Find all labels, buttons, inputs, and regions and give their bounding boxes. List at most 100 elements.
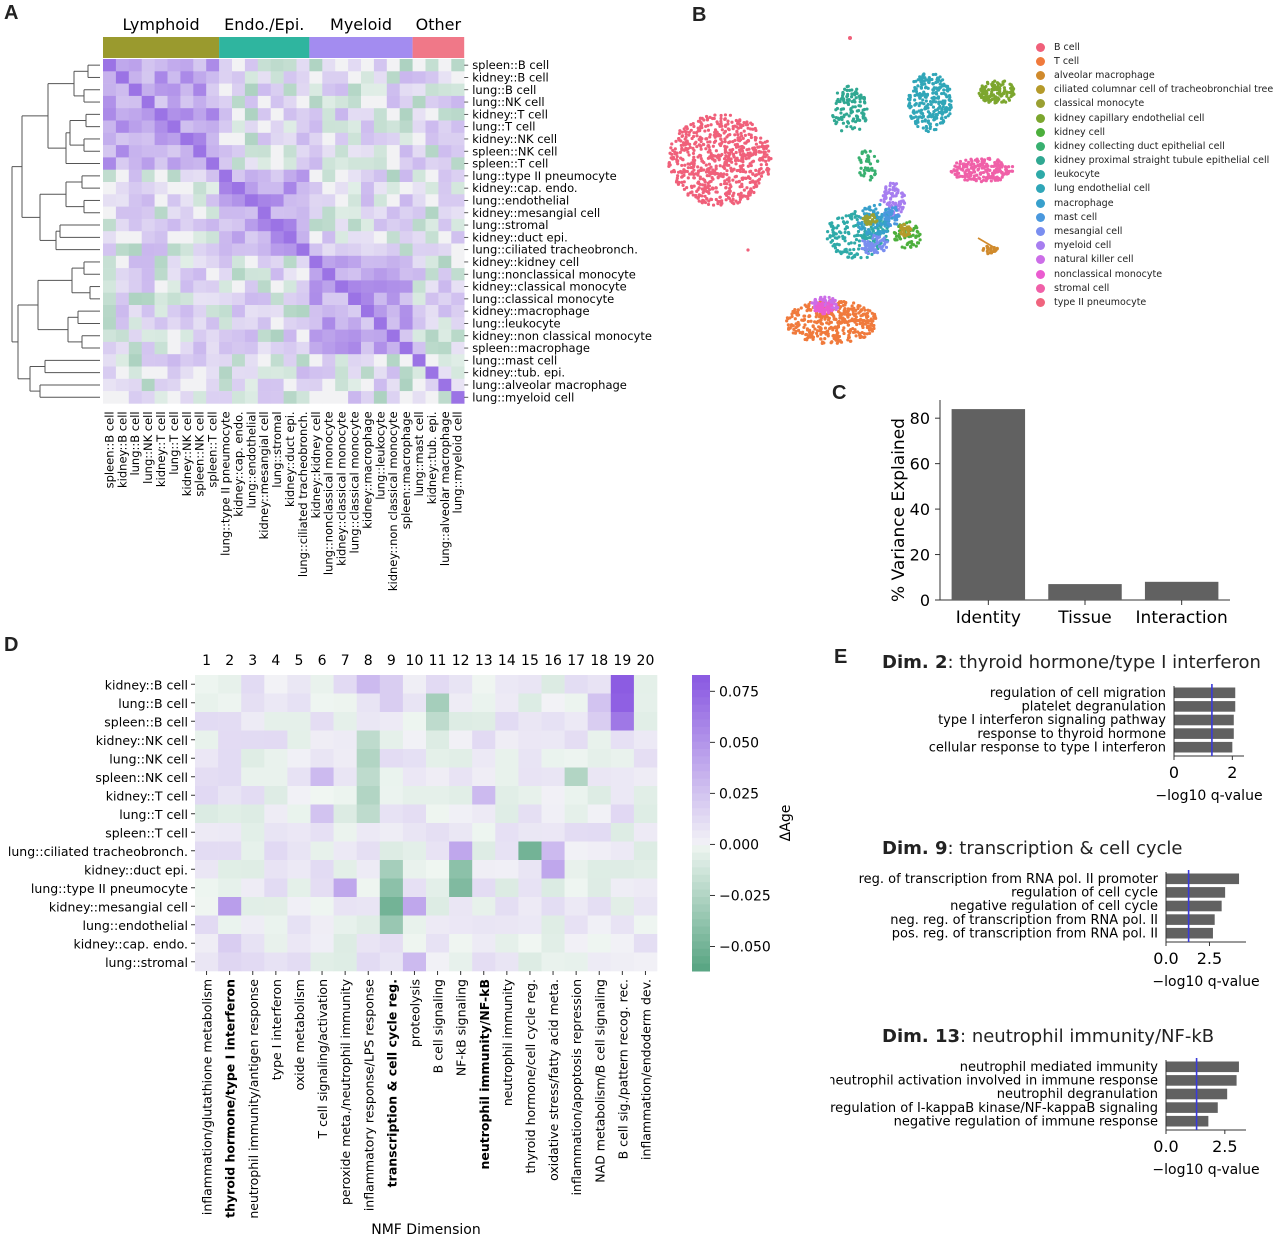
column-number: 11: [429, 653, 447, 669]
matrix-cell: [309, 378, 323, 392]
umap-point: [831, 328, 835, 332]
umap-point: [807, 314, 811, 318]
matrix-cell: [412, 169, 426, 183]
enrichment-title-text: : neutrophil immunity/NF-kB: [960, 1026, 1215, 1047]
heatmap-cell: [195, 878, 219, 898]
matrix-cell: [309, 59, 323, 72]
matrix-cell: [438, 71, 452, 84]
umap-point: [965, 178, 969, 182]
umap-point: [863, 171, 867, 176]
heatmap-cell: [333, 860, 357, 879]
umap-point: [842, 101, 847, 105]
matrix-cell: [361, 329, 375, 343]
matrix-cell: [335, 95, 349, 109]
matrix-cell: [386, 255, 400, 269]
matrix-cell: [232, 378, 246, 392]
row-label: lung::stromal: [105, 955, 188, 970]
umap-point: [863, 239, 867, 244]
umap-point: [961, 174, 965, 179]
umap-point: [980, 157, 984, 161]
matrix-cell: [425, 132, 439, 146]
heatmap-cell: [587, 749, 612, 768]
heatmap-cell: [379, 675, 404, 694]
enrichment-term: reg. of transcription from RNA pol. II p…: [859, 872, 1159, 887]
umap-point: [835, 99, 839, 103]
matrix-cell: [373, 292, 388, 306]
umap-point: [861, 322, 865, 327]
umap-point: [888, 184, 892, 188]
colorbar-segment: [692, 948, 710, 957]
matrix-cell: [167, 59, 181, 72]
matrix-cell: [451, 305, 465, 318]
umap-point: [866, 244, 870, 248]
enrichment-title-dim: Dim. 13: [882, 1026, 961, 1047]
heatmap-cell: [241, 675, 265, 694]
heatmap-cell: [264, 675, 288, 694]
umap-point: [940, 116, 944, 120]
matrix-cell: [399, 120, 413, 134]
matrix-cell: [154, 329, 168, 343]
umap-point: [975, 160, 980, 164]
heatmap-cell: [333, 804, 357, 824]
matrix-cell: [103, 378, 117, 392]
umap-point: [1004, 100, 1008, 104]
umap-point: [801, 330, 805, 334]
umap-point: [803, 303, 807, 307]
heatmap-cell: [633, 712, 658, 731]
col-label: spleen::T cell: [206, 411, 220, 487]
umap-point: [936, 95, 941, 99]
umap-point: [691, 193, 695, 197]
matrix-cell: [115, 378, 130, 392]
umap-point: [920, 119, 924, 123]
umap-point: [1005, 92, 1009, 96]
umap-point: [748, 170, 752, 174]
heatmap-cell: [449, 952, 473, 972]
matrix-cell: [180, 280, 194, 293]
matrix-cell: [128, 391, 142, 404]
matrix-cell: [219, 95, 233, 109]
matrix-cell: [373, 305, 388, 318]
umap-cluster: [899, 222, 913, 238]
row-label: lung::leukocyte: [472, 316, 560, 330]
matrix-cell: [167, 83, 181, 97]
matrix-cell: [283, 108, 297, 121]
umap-point: [921, 74, 925, 78]
matrix-cell: [206, 59, 220, 72]
umap-point: [700, 200, 704, 204]
column-label: inflammatory response/LPS response: [361, 979, 376, 1211]
matrix-cell: [425, 292, 439, 306]
matrix-cell: [232, 157, 246, 170]
heatmap-cell: [310, 823, 334, 842]
matrix-cell: [154, 354, 168, 367]
matrix-cell: [373, 83, 388, 97]
panel-b-umap: [667, 36, 1016, 345]
matrix-cell: [412, 391, 426, 404]
heatmap-cell: [495, 841, 519, 861]
umap-point: [724, 123, 728, 127]
matrix-cell: [425, 169, 439, 183]
matrix-cell: [270, 145, 284, 158]
umap-point: [972, 177, 976, 182]
umap-point: [1012, 92, 1016, 96]
matrix-cell: [103, 317, 117, 330]
matrix-cell: [322, 391, 336, 404]
umap-point: [917, 103, 921, 108]
umap-point: [833, 334, 838, 338]
matrix-cell: [438, 292, 452, 306]
heatmap-cell: [587, 804, 612, 824]
matrix-cell: [399, 366, 413, 380]
umap-point: [856, 330, 860, 334]
umap-point: [848, 339, 853, 343]
umap-point: [833, 325, 837, 330]
matrix-cell: [167, 243, 181, 257]
umap-point: [832, 118, 837, 123]
matrix-cell: [348, 59, 362, 72]
heatmap-cell: [356, 915, 381, 935]
matrix-cell: [206, 366, 220, 380]
umap-point: [870, 248, 874, 252]
matrix-cell: [283, 194, 297, 207]
matrix-cell: [386, 354, 400, 367]
matrix-cell: [399, 145, 413, 158]
umap-point: [928, 99, 933, 104]
matrix-cell: [219, 145, 233, 158]
